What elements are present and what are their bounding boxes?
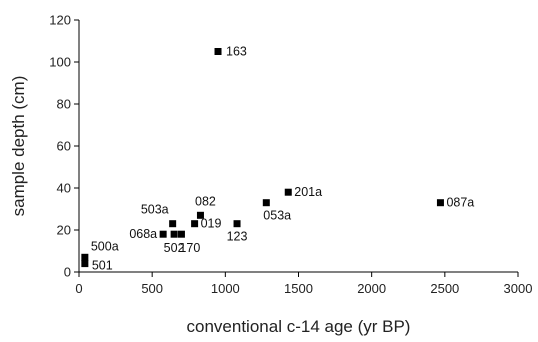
data-point-087a [436,199,444,207]
point-label-502: 502 [164,241,185,255]
point-label-501: 501 [92,259,113,273]
x-tick-label: 500 [141,281,163,296]
x-tick-label: 0 [75,281,82,296]
data-point-201a [284,188,292,196]
y-tick-label: 0 [64,265,71,280]
x-axis-ticks: 0 500 1000 1500 2000 2500 3000 [75,272,532,296]
y-tick-label: 80 [57,97,71,112]
data-point-019 [191,220,199,228]
point-label-170: 170 [179,241,200,255]
data-point-501 [81,260,89,268]
y-tick-label: 60 [57,139,71,154]
y-axis-ticks: 0 20 40 60 80 100 120 [49,13,79,280]
point-label-500a: 500a [91,239,119,253]
data-point-170 [177,230,185,238]
y-axis-title: sample depth (cm) [9,76,28,217]
point-label-503a: 503a [141,203,169,217]
x-tick-label: 1000 [211,281,240,296]
data-point-082 [196,211,204,219]
point-label-019: 019 [201,217,222,231]
point-label-082: 082 [195,194,216,208]
data-point-500a [81,253,89,261]
y-tick-label: 20 [57,223,71,238]
y-tick-label: 100 [49,55,71,70]
point-label-087a: 087a [446,196,474,210]
x-tick-label: 1500 [284,281,313,296]
x-tick-label: 2500 [430,281,459,296]
data-point-053a [262,199,270,207]
data-point-163 [214,48,222,55]
point-label-163: 163 [226,45,247,59]
data-point-503a [169,220,177,228]
x-tick-label: 2000 [357,281,386,296]
data-point-068a [159,230,167,238]
y-tick-label: 40 [57,181,71,196]
point-label-123: 123 [227,230,248,244]
x-axis-title: conventional c-14 age (yr BP) [187,317,411,336]
x-tick-label: 3000 [504,281,533,296]
point-label-053a: 053a [263,209,291,223]
data-point-123 [233,220,241,228]
point-label-201a: 201a [294,185,322,199]
y-tick-label: 120 [49,13,71,28]
data-point-502 [170,230,178,238]
point-label-068a: 068a [129,227,157,241]
